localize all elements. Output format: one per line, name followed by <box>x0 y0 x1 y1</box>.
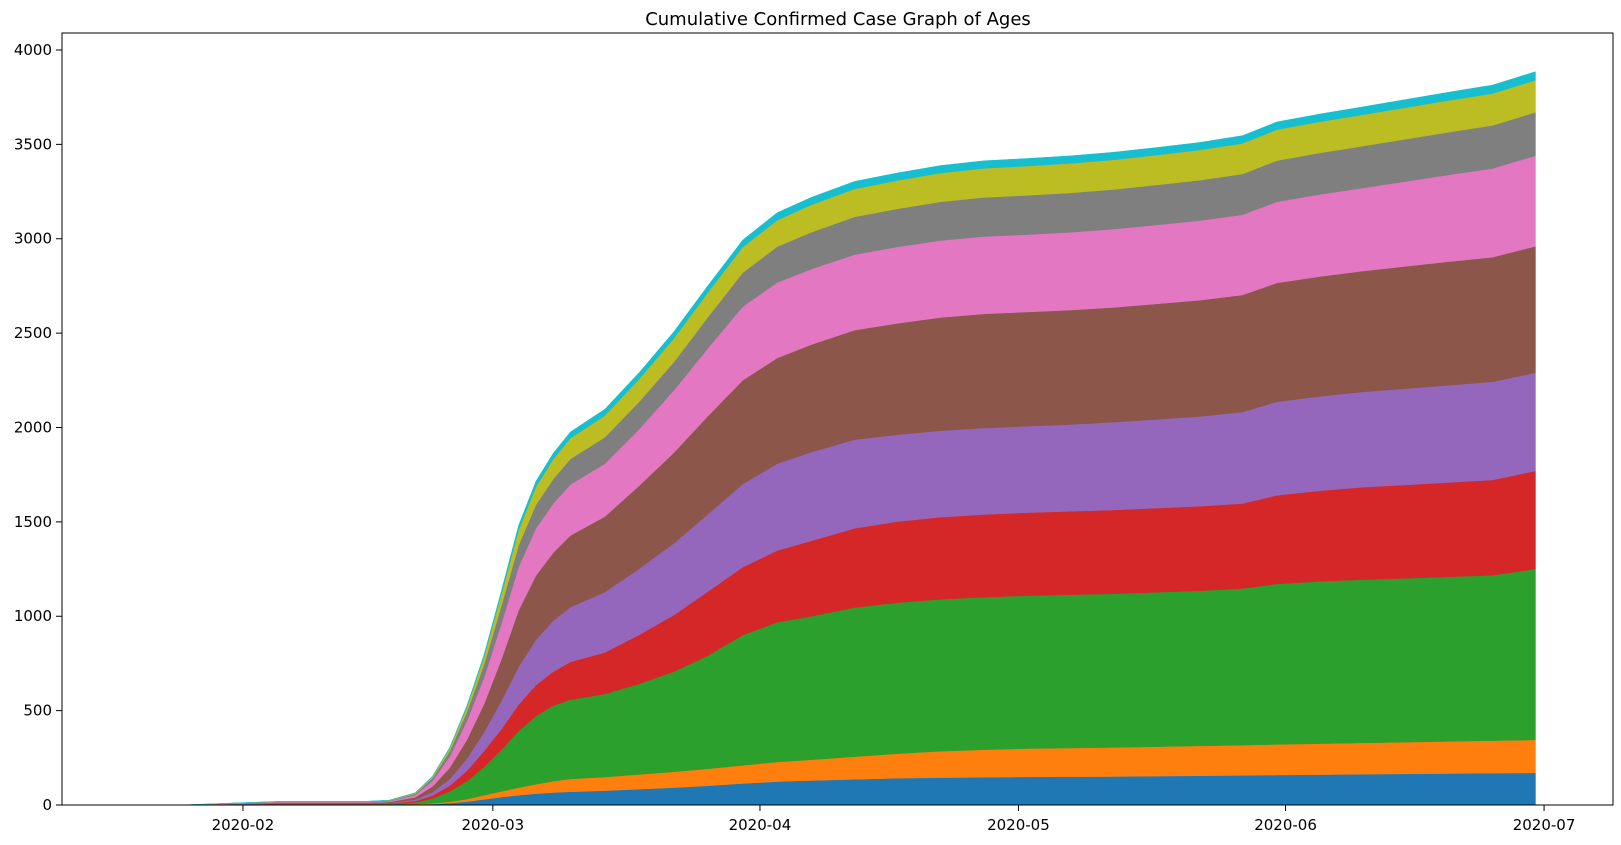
y-tick-label: 4000 <box>14 41 52 59</box>
area-series-group <box>139 71 1536 806</box>
plot-frame <box>61 32 1614 806</box>
x-axis: 2020-02 2020-03 2020-04 2020-05 2020-06 2020-… <box>212 805 1576 834</box>
y-tick-label: 1500 <box>14 513 52 531</box>
y-tick-label: 2000 <box>14 418 52 436</box>
x-tick-label: 2020-05 <box>987 816 1050 834</box>
x-tick-label: 2020-06 <box>1254 816 1317 834</box>
area-series-10 <box>139 71 1536 806</box>
x-tick-label: 2020-03 <box>461 816 524 834</box>
x-tick-label: 2020-04 <box>729 816 792 834</box>
y-tick-label: 3000 <box>14 230 52 248</box>
x-tick-label: 2020-02 <box>212 816 275 834</box>
y-tick-label: 1000 <box>14 607 52 625</box>
x-tick-label: 2020-07 <box>1513 816 1576 834</box>
y-tick-label: 2500 <box>14 324 52 342</box>
y-tick-label: 0 <box>42 796 52 814</box>
y-axis: 0 500 1000 1500 2000 2500 3000 3500 4000 <box>14 41 62 814</box>
y-tick-label: 500 <box>23 702 52 720</box>
chart-title: Cumulative Confirmed Case Graph of Ages <box>645 9 1031 30</box>
y-tick-label: 3500 <box>14 135 52 153</box>
